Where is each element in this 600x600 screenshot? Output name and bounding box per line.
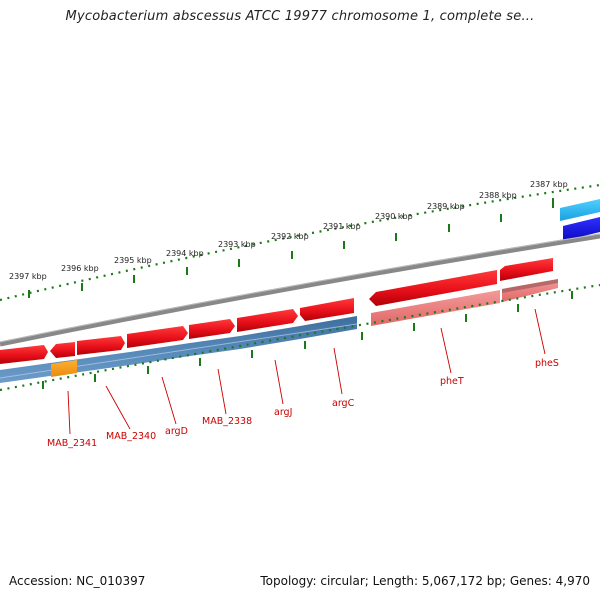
scale-label: 2395 kbp [114, 256, 152, 265]
reverse-track[interactable] [0, 316, 357, 383]
genome-summary-text: Topology: circular; Length: 5,067,172 bp… [260, 574, 590, 588]
backbone [0, 233, 600, 347]
scale-ring [0, 183, 600, 302]
inner-scale-ticks [42, 291, 573, 389]
scale-label: 2397 kbp [9, 272, 47, 281]
scale-ticks [28, 198, 554, 298]
gene-arrow[interactable] [300, 298, 354, 321]
gene-label[interactable]: MAB_2340 [106, 431, 156, 442]
gene-label[interactable]: pheT [440, 376, 464, 387]
gene-arrow[interactable] [500, 258, 553, 281]
gene-label[interactable]: MAB_2338 [202, 416, 252, 427]
scale-label: 2390 kbp [375, 212, 413, 221]
scale-label: 2391 kbp [323, 222, 361, 231]
gene-blue-right[interactable] [563, 217, 600, 241]
scale-label: 2393 kbp [218, 240, 256, 249]
gene-pink[interactable] [371, 290, 500, 326]
gene-label[interactable]: pheS [535, 358, 559, 369]
map-title: Mycobacterium abscessus ATCC 19977 chrom… [65, 9, 535, 24]
scale-label: 2388 kbp [479, 191, 517, 200]
gene-label[interactable]: argD [165, 426, 188, 437]
gene-arrow[interactable] [50, 342, 75, 358]
gene-arrow[interactable] [237, 309, 298, 332]
gene-arrow[interactable] [127, 326, 188, 348]
gene-arrow[interactable] [369, 270, 497, 306]
gene-arrow[interactable] [77, 336, 125, 355]
gene-cyan-right[interactable] [560, 199, 600, 221]
scale-label: 2387 kbp [530, 180, 568, 189]
scale-label: 2394 kbp [166, 249, 204, 258]
gene-arrow[interactable] [0, 345, 48, 364]
gene-arrow[interactable] [189, 319, 235, 339]
scale-label: 2396 kbp [61, 264, 99, 273]
forward-genes[interactable] [0, 258, 553, 364]
gene-label[interactable]: argC [332, 398, 355, 409]
accession-text: Accession: NC_010397 [9, 574, 146, 588]
gene-label[interactable]: argJ [274, 407, 292, 418]
gene-leaders [67, 308, 546, 435]
gene-orange[interactable] [51, 360, 77, 377]
scale-label: 2392 kbp [271, 232, 309, 241]
gene-label[interactable]: MAB_2341 [47, 438, 97, 449]
scale-label: 2389 kbp [427, 202, 465, 211]
